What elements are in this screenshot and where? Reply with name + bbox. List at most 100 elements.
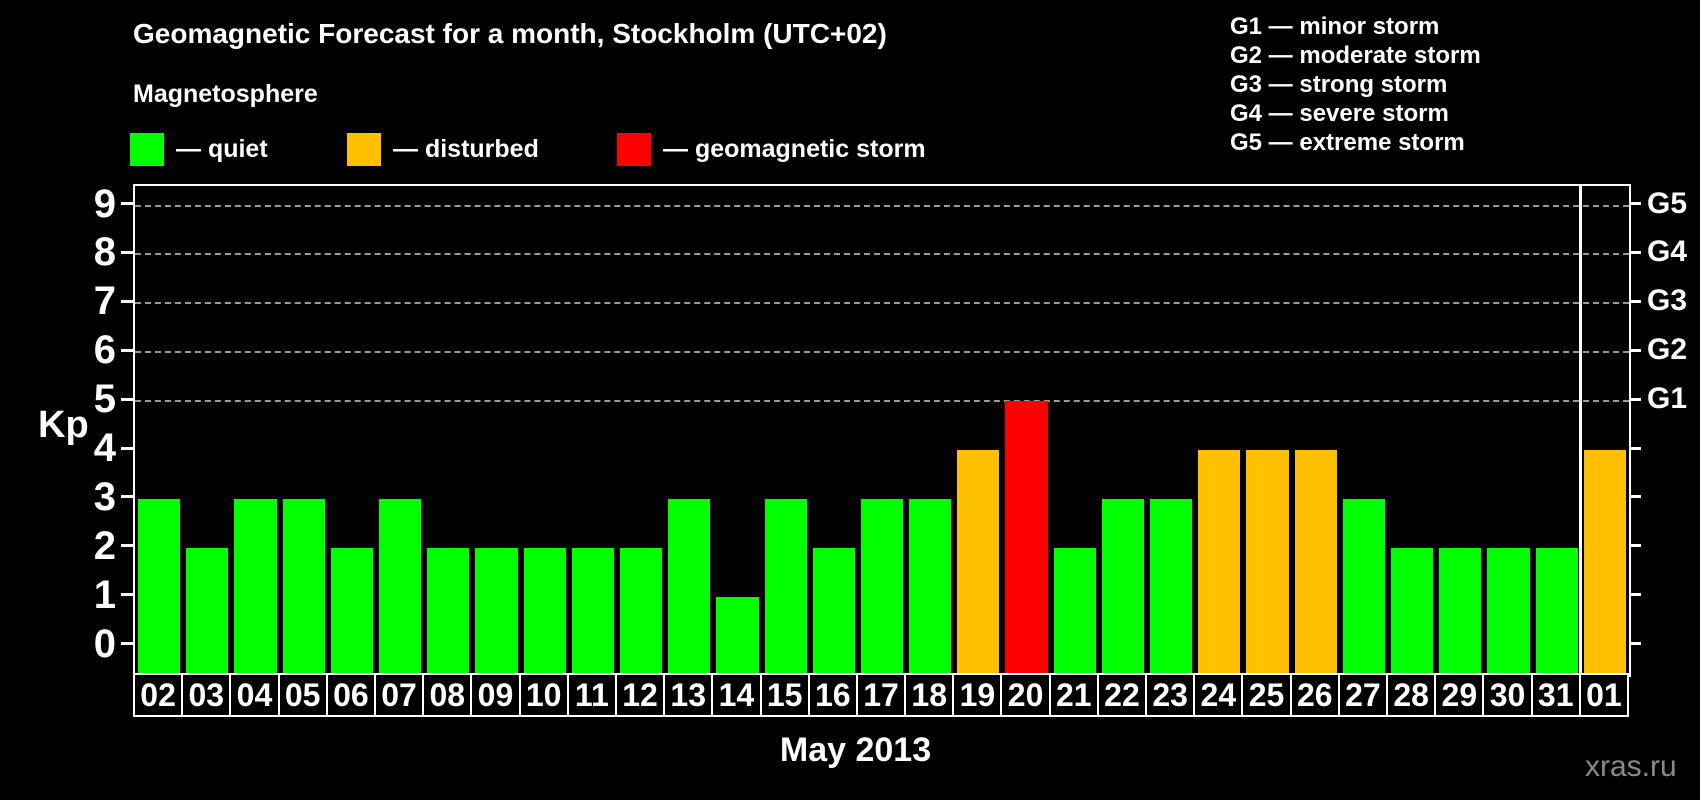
g-axis-label-g1: G1 (1647, 382, 1688, 416)
kp-bar-04 (234, 498, 277, 675)
y-axis-tick-left (121, 299, 133, 303)
day-cell-13: 13 (663, 673, 714, 717)
gridline-kp8 (135, 253, 1629, 256)
kp-bar-29 (1439, 547, 1482, 675)
day-cell-23: 23 (1145, 673, 1196, 717)
y-axis-tick-left (121, 348, 133, 352)
kp-bar-02 (138, 498, 181, 675)
y-axis-tick-label: 8 (93, 230, 116, 275)
kp-bar-19 (957, 450, 1000, 675)
y-axis-tick-right (1629, 544, 1641, 548)
y-axis-tick-left (121, 446, 133, 450)
day-cell-15: 15 (759, 673, 810, 717)
day-cell-04: 04 (229, 673, 280, 717)
watermark-text: xras.ru (1585, 750, 1677, 783)
day-cell-25: 25 (1241, 673, 1292, 717)
day-cell-06: 06 (325, 673, 376, 717)
day-cell-20: 20 (1000, 673, 1051, 717)
day-cell-21: 21 (1048, 673, 1099, 717)
kp-bar-10 (523, 547, 566, 675)
g-legend-line-g1: G1 — minor storm (1230, 13, 1440, 40)
kp-bar-03 (186, 547, 229, 675)
day-cell-14: 14 (711, 673, 762, 717)
y-axis-tick-left (121, 642, 133, 646)
y-axis-tick-left (121, 397, 133, 401)
y-axis-tick-left (121, 544, 133, 548)
y-axis-tick-right (1629, 397, 1641, 401)
day-cell-01: 01 (1578, 673, 1629, 717)
y-axis-tick-label: 5 (93, 377, 116, 422)
y-axis-tick-label: 2 (93, 523, 116, 568)
day-cell-05: 05 (277, 673, 328, 717)
y-axis-tick-left (121, 202, 133, 206)
g-legend-line-g3: G3 — strong storm (1230, 71, 1448, 98)
day-cell-16: 16 (807, 673, 858, 717)
day-cell-18: 18 (904, 673, 955, 717)
kp-bar-15 (764, 498, 807, 675)
quiet-color-swatch (130, 133, 164, 166)
y-axis-tick-label: 4 (93, 426, 116, 471)
day-cell-24: 24 (1193, 673, 1244, 717)
y-axis-tick-label: 7 (93, 279, 116, 324)
g-legend-line-g5: G5 — extreme storm (1230, 129, 1465, 156)
day-cell-30: 30 (1482, 673, 1533, 717)
day-cell-22: 22 (1096, 673, 1148, 717)
g-scale-legend: G1 — minor storm G2 — moderate storm G3 … (1230, 12, 1481, 157)
disturbed-color-swatch (347, 133, 381, 166)
day-cell-10: 10 (518, 673, 569, 717)
y-axis-tick-left (121, 593, 133, 597)
y-axis-tick-left (121, 495, 133, 499)
legend-label-quiet: — quiet (176, 135, 268, 163)
x-axis-month-label: May 2013 (779, 731, 932, 769)
gridline-kp9 (135, 204, 1629, 207)
day-cell-27: 27 (1337, 673, 1389, 717)
gridline-kp6 (135, 351, 1629, 354)
kp-bar-16 (812, 547, 855, 675)
y-axis-tick-right (1629, 348, 1641, 352)
day-cell-09: 09 (470, 673, 521, 717)
kp-bar-30 (1487, 547, 1530, 675)
day-cell-11: 11 (566, 673, 617, 717)
gridline-kp5 (135, 400, 1629, 403)
day-cell-03: 03 (181, 673, 232, 717)
y-axis-tick-label: 9 (93, 181, 116, 226)
kp-bar-14 (716, 596, 759, 675)
kp-bar-07 (378, 498, 422, 675)
g-legend-line-g2: G2 — moderate storm (1230, 42, 1481, 69)
y-axis-tick-label: 0 (93, 621, 116, 666)
kp-bar-20 (1005, 401, 1048, 675)
y-axis-tick-right (1629, 495, 1641, 499)
day-cell-19: 19 (952, 673, 1003, 717)
y-axis-tick-label: 3 (93, 474, 116, 519)
kp-bar-12 (619, 547, 663, 675)
legend-label-disturbed: — disturbed (393, 135, 539, 163)
day-cell-12: 12 (614, 673, 666, 717)
kp-bar-24 (1198, 450, 1241, 675)
g-axis-label-g3: G3 (1647, 284, 1688, 318)
month-boundary-separator (1579, 186, 1583, 675)
y-axis-tick-right (1629, 593, 1641, 597)
day-cell-17: 17 (855, 673, 907, 717)
kp-bar-23 (1150, 498, 1193, 675)
y-axis-title-kp: Kp (38, 404, 89, 446)
day-cell-29: 29 (1434, 673, 1485, 717)
kp-bar-28 (1391, 547, 1434, 675)
day-cell-08: 08 (422, 673, 473, 717)
kp-bar-26 (1294, 450, 1337, 675)
kp-bar-13 (668, 498, 711, 675)
g-axis-label-g4: G4 (1647, 235, 1688, 269)
gridline-kp7 (135, 302, 1629, 305)
kp-bar-09 (475, 547, 518, 675)
y-axis-tick-left (121, 250, 133, 254)
y-axis-tick-label: 6 (93, 328, 116, 373)
g-legend-line-g4: G4 — severe storm (1230, 100, 1449, 127)
y-axis-tick-right (1629, 202, 1641, 206)
kp-bar-25 (1246, 450, 1289, 675)
kp-bar-05 (282, 498, 325, 675)
y-axis-tick-right (1629, 642, 1641, 646)
kp-bar-21 (1053, 547, 1096, 675)
storm-color-swatch (617, 133, 651, 166)
y-axis-tick-right (1629, 250, 1641, 254)
plot-area (133, 184, 1631, 677)
